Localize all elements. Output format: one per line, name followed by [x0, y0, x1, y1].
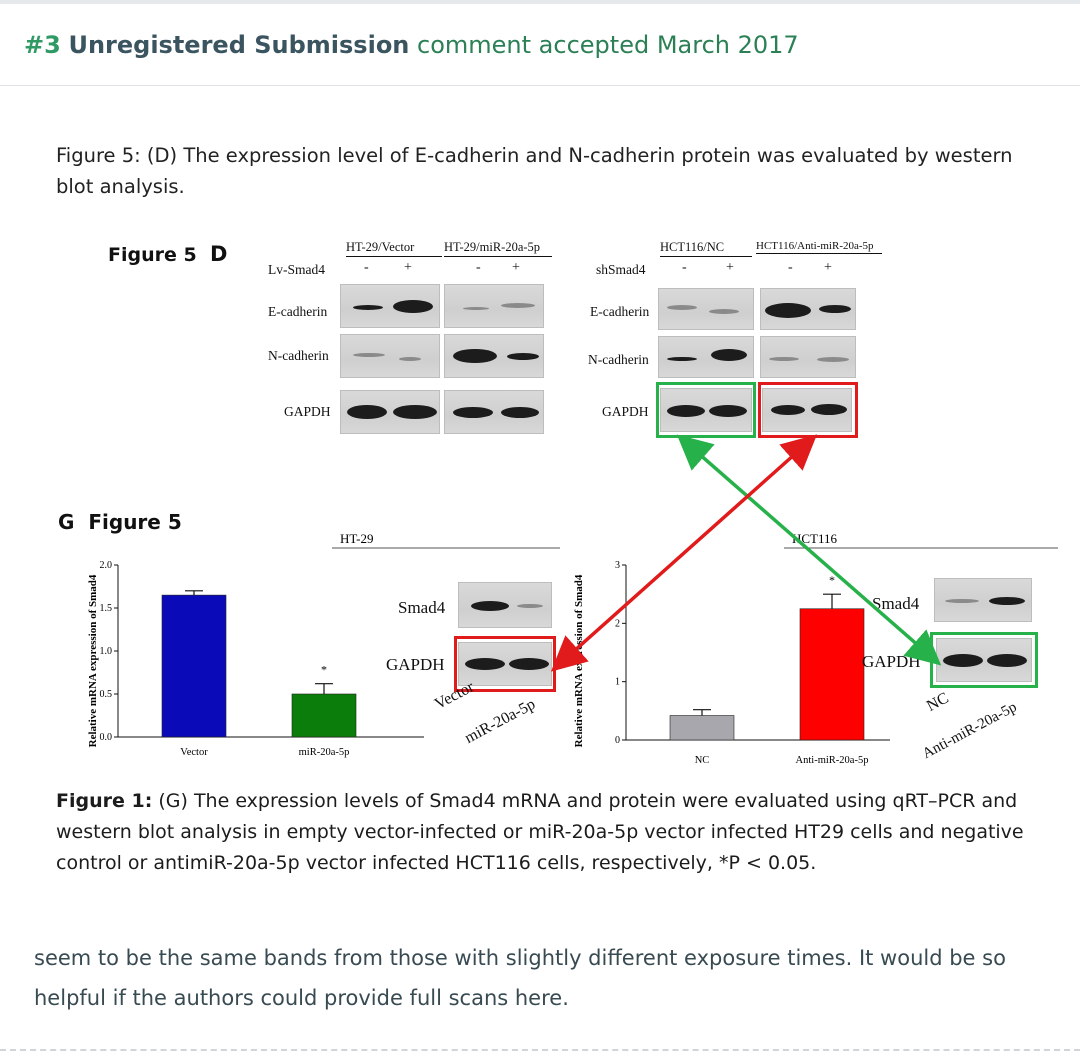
inset-right-smad4-label: Smad4	[872, 594, 920, 613]
chart-1-category-1: Anti-miR-20a-5p	[796, 755, 869, 766]
right-blot-ncad-b	[760, 336, 856, 378]
left-sign-2: +	[404, 260, 412, 275]
left-row-label-2: E-cadherin	[268, 304, 328, 319]
left-sign-3: -	[476, 260, 481, 275]
inset-left-smad4-label: Smad4	[398, 598, 446, 617]
chart-0-bar-0	[161, 594, 227, 738]
comment-figure-image: Figure 5: (D) The expression level of E-…	[34, 112, 1058, 902]
chart-0-ytick-label-0: 0.0	[100, 732, 113, 743]
left-row-label-1: Lv-Smad4	[268, 262, 325, 277]
right-row-label-3: N-cadherin	[588, 352, 649, 367]
comment-number[interactable]: #3	[24, 31, 61, 59]
right-blot-ncad-a	[658, 336, 754, 378]
chart-0-ylabel: Relative mRNA expression of Smad4	[87, 574, 99, 747]
left-blot-gapdh-b	[444, 390, 544, 434]
comment-body: seem to be the same bands from those wit…	[34, 946, 1006, 1010]
chart-0-ytick-label-2: 1.0	[100, 646, 113, 657]
chart-1-title: HCT116	[792, 531, 838, 546]
chart-0-title: HT-29	[340, 531, 373, 546]
chart-1-bar-0	[669, 715, 735, 741]
inset-right-gapdh-label: GAPDH	[862, 652, 921, 671]
inset-right-gapdh-blot	[936, 638, 1032, 682]
chart-ht29: HT-29 Relative mRNA expression of Smad4 0.…	[87, 531, 560, 758]
chart-1-category-0: NC	[695, 755, 710, 766]
chart-0-category-0: Vector	[180, 747, 208, 758]
left-row-label-4: GAPDH	[284, 404, 331, 419]
chart-1-ytick-label-2: 2	[615, 618, 620, 629]
left-sign-1: -	[364, 260, 369, 275]
left-row-label-3: N-cadherin	[268, 348, 329, 363]
figure1-caption: Figure 1: (G) The expression levels of S…	[56, 790, 1024, 874]
green-highlight-box-top	[656, 382, 756, 438]
right-row-label-1: shSmad4	[596, 262, 646, 277]
left-sign-4: +	[512, 260, 520, 275]
header-divider	[0, 85, 1080, 86]
right-blot-gapdh-b	[762, 388, 852, 432]
left-blot-ncad-a	[340, 334, 440, 378]
left-blot-ecad-b	[444, 284, 544, 328]
chart-1-ytick-label-3: 3	[615, 560, 620, 571]
right-row-label-4: GAPDH	[602, 404, 649, 419]
inset-right-smad4-blot	[934, 578, 1032, 622]
figure5-caption: Figure 5: (D) The expression level of E-…	[56, 144, 1013, 198]
figure5-title: Figure 5 D	[108, 242, 228, 266]
left-blot-gapdh-a	[340, 390, 440, 434]
right-group-1: HCT116/NC	[660, 240, 752, 257]
chart-0-sig-1: *	[321, 663, 327, 677]
red-highlight-box-top	[758, 382, 858, 438]
right-blot-ecad-b	[760, 288, 856, 330]
inset-left-smad4-blot	[458, 582, 552, 628]
right-blot-ecad-a	[658, 288, 754, 330]
right-sign-1: -	[682, 260, 687, 275]
right-row-label-2: E-cadherin	[590, 304, 650, 319]
left-group-1: HT-29/Vector	[346, 240, 442, 257]
left-blot-ncad-b	[444, 334, 544, 378]
chart-1-ylabel: Relative mRNA expression of Smad4	[573, 574, 585, 747]
green-highlight-box-bottom	[930, 632, 1038, 688]
right-sign-3: -	[788, 260, 793, 275]
right-blot-gapdh-a	[660, 388, 752, 432]
figure-g-title: G Figure 5	[58, 510, 182, 534]
chart-1-ytick-label-1: 1	[615, 677, 620, 688]
left-group-2: HT-29/miR-20a-5p	[444, 240, 552, 257]
left-blot-ecad-a	[340, 284, 440, 328]
chart-0-category-1: miR-20a-5p	[299, 747, 350, 758]
chart-1-ytick-label-0: 0	[615, 735, 620, 746]
chart-0-ytick-label-4: 2.0	[100, 560, 113, 571]
right-group-2: HCT116/Anti-miR-20a-5p	[756, 240, 882, 254]
chart-1-bar-1	[799, 608, 865, 741]
chart-0-bar-1	[291, 693, 357, 738]
comment-status: comment accepted March 2017	[417, 31, 799, 59]
top-divider	[0, 0, 1080, 4]
chart-1-sig-1: *	[829, 573, 835, 587]
bottom-divider	[0, 1049, 1080, 1051]
comment-header: #3 Unregistered Submission comment accep…	[24, 26, 1064, 66]
right-sign-4: +	[824, 260, 832, 275]
inset-left-gapdh-label: GAPDH	[386, 655, 445, 674]
chart-0-ytick-label-1: 0.5	[100, 689, 113, 700]
chart-0-ytick-label-3: 1.5	[100, 603, 113, 614]
comment-author: Unregistered Submission	[68, 31, 410, 59]
right-sign-2: +	[726, 260, 734, 275]
inset-left-gapdh-blot	[458, 642, 552, 686]
